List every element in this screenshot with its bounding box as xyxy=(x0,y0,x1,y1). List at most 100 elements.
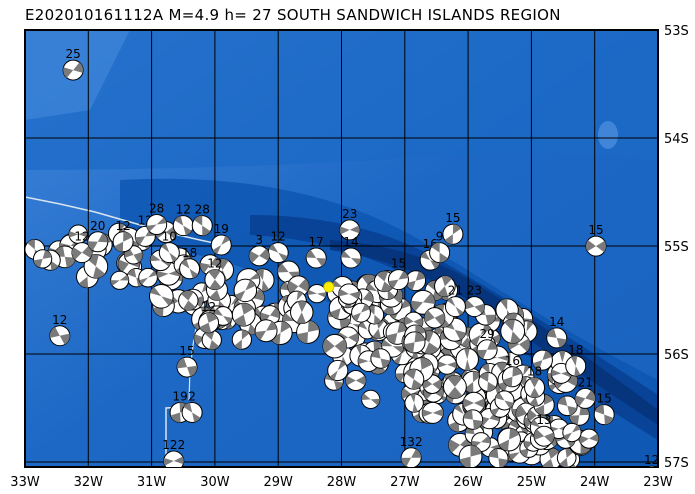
focal-mechanism[interactable] xyxy=(338,283,360,305)
focal-mechanism-beachball[interactable] xyxy=(546,327,568,349)
focal-mechanism[interactable] xyxy=(345,370,367,392)
focal-mechanism[interactable] xyxy=(405,270,427,292)
lon-tick-label: 24W xyxy=(580,475,610,490)
focal-mechanism-beachball[interactable] xyxy=(146,214,168,236)
compressional-quadrant xyxy=(488,448,499,459)
compressional-quadrant xyxy=(261,280,270,292)
focal-mechanism[interactable] xyxy=(290,300,314,325)
focal-mechanism[interactable] xyxy=(557,395,578,417)
focal-mechanism[interactable] xyxy=(488,448,509,468)
focal-mechanism[interactable] xyxy=(231,329,252,350)
compressional-quadrant xyxy=(441,275,452,287)
focal-mechanism-beachball[interactable] xyxy=(400,447,422,468)
compressional-quadrant xyxy=(127,268,137,278)
focal-mechanism[interactable] xyxy=(403,331,426,354)
focal-mechanism[interactable] xyxy=(361,389,381,409)
focal-mechanism[interactable] xyxy=(478,371,498,392)
focal-mechanism[interactable] xyxy=(497,427,521,452)
compressional-quadrant xyxy=(348,332,359,343)
focal-mechanism[interactable] xyxy=(351,302,371,323)
lon-tick-label: 23W xyxy=(643,475,673,490)
focal-mechanism[interactable] xyxy=(458,444,483,468)
focal-mechanism[interactable] xyxy=(403,368,425,390)
focal-mechanism[interactable] xyxy=(32,249,53,269)
focal-mechanism-beachball[interactable] xyxy=(204,269,226,291)
focal-mechanism-beachball[interactable] xyxy=(463,296,485,318)
focal-mechanism[interactable] xyxy=(494,390,515,411)
focal-mechanism-beachball[interactable] xyxy=(210,234,232,256)
event-depth-label: 19 xyxy=(172,389,187,403)
focal-mechanism[interactable] xyxy=(423,307,446,329)
focal-mechanism[interactable] xyxy=(434,275,456,298)
focal-mechanism[interactable] xyxy=(148,283,174,309)
focal-mechanism-beachball[interactable] xyxy=(574,387,596,409)
focal-mechanism[interactable] xyxy=(404,393,424,413)
focal-mechanism[interactable] xyxy=(231,302,256,327)
focal-mechanism-beachball[interactable] xyxy=(267,242,289,264)
focal-mechanism-beachball[interactable] xyxy=(176,356,198,378)
focal-mechanism[interactable] xyxy=(110,270,130,290)
compressional-quadrant xyxy=(448,439,461,453)
focal-mechanism-beachball[interactable] xyxy=(158,242,180,264)
focal-mechanism[interactable] xyxy=(455,347,479,372)
focal-mechanism[interactable] xyxy=(201,329,222,351)
focal-mechanism-beachball[interactable] xyxy=(71,242,93,264)
focal-mechanism-beachball[interactable] xyxy=(181,401,203,423)
focal-mechanism[interactable] xyxy=(0,270,15,290)
focal-mechanism[interactable] xyxy=(123,245,144,265)
compressional-quadrant xyxy=(424,342,439,354)
focal-mechanism-beachball[interactable] xyxy=(429,242,451,264)
focal-mechanism[interactable] xyxy=(322,333,348,359)
focal-mechanism[interactable] xyxy=(462,391,486,415)
focal-mechanism[interactable] xyxy=(68,224,88,244)
focal-mechanism[interactable] xyxy=(500,318,526,344)
focal-mechanism[interactable] xyxy=(462,409,484,430)
focal-mechanism-beachball[interactable] xyxy=(444,296,466,318)
focal-mechanism-beachball[interactable] xyxy=(339,219,361,241)
focal-mechanism-beachball[interactable] xyxy=(533,425,555,447)
focal-mechanism-beachball[interactable] xyxy=(593,404,615,426)
focal-mechanism[interactable] xyxy=(307,283,327,304)
focal-mechanism-beachball[interactable] xyxy=(49,325,71,347)
focal-mechanism[interactable] xyxy=(178,290,199,311)
compressional-quadrant xyxy=(497,355,509,362)
focal-mechanism[interactable] xyxy=(562,422,582,443)
focal-mechanism[interactable] xyxy=(370,348,391,369)
focal-mechanism-beachball[interactable] xyxy=(305,247,327,269)
focal-mechanism-beachball[interactable] xyxy=(442,223,464,245)
focal-mechanism-beachball[interactable] xyxy=(501,366,523,388)
focal-mechanism-beachball[interactable] xyxy=(476,339,498,361)
focal-mechanism-beachball[interactable] xyxy=(87,231,109,253)
focal-mechanism[interactable] xyxy=(233,278,258,303)
focal-mechanism[interactable] xyxy=(436,354,458,375)
focal-mechanism[interactable] xyxy=(296,320,320,344)
focal-mechanism[interactable] xyxy=(443,375,467,399)
focal-mechanism-beachball[interactable] xyxy=(642,465,662,486)
compressional-quadrant xyxy=(181,290,194,301)
focal-mechanism[interactable] xyxy=(0,252,15,271)
focal-mechanism-beachball[interactable] xyxy=(172,215,194,237)
focal-mechanism[interactable] xyxy=(531,349,553,371)
focal-mechanism-beachball[interactable] xyxy=(191,215,213,237)
focal-mechanism-beachball[interactable] xyxy=(112,231,134,253)
focal-mechanism-beachball[interactable] xyxy=(163,450,185,471)
focal-mechanism-beachball[interactable] xyxy=(565,355,587,377)
focal-mechanism-beachball[interactable] xyxy=(585,235,607,257)
compressional-quadrant xyxy=(49,326,60,338)
focal-mechanism[interactable] xyxy=(138,267,158,288)
epicenter-marker[interactable] xyxy=(323,281,335,293)
focal-mechanism-beachball[interactable] xyxy=(198,312,220,334)
focal-mechanism[interactable] xyxy=(421,401,444,424)
focal-mechanism-beachball[interactable] xyxy=(387,269,409,291)
focal-mechanism[interactable] xyxy=(327,359,349,382)
focal-mechanism[interactable] xyxy=(83,254,109,279)
focal-mechanism-beachball[interactable] xyxy=(340,247,362,269)
focal-mechanism[interactable] xyxy=(254,319,278,343)
compressional-quadrant xyxy=(87,241,98,251)
focal-mechanism-beachball[interactable] xyxy=(248,245,270,267)
focal-mechanism-beachball[interactable] xyxy=(62,59,84,81)
focal-mechanism-beachball[interactable] xyxy=(179,258,201,280)
focal-mechanism[interactable] xyxy=(410,289,436,315)
focal-mechanism[interactable] xyxy=(578,428,600,449)
focal-mechanism-beachball[interactable] xyxy=(524,377,546,399)
